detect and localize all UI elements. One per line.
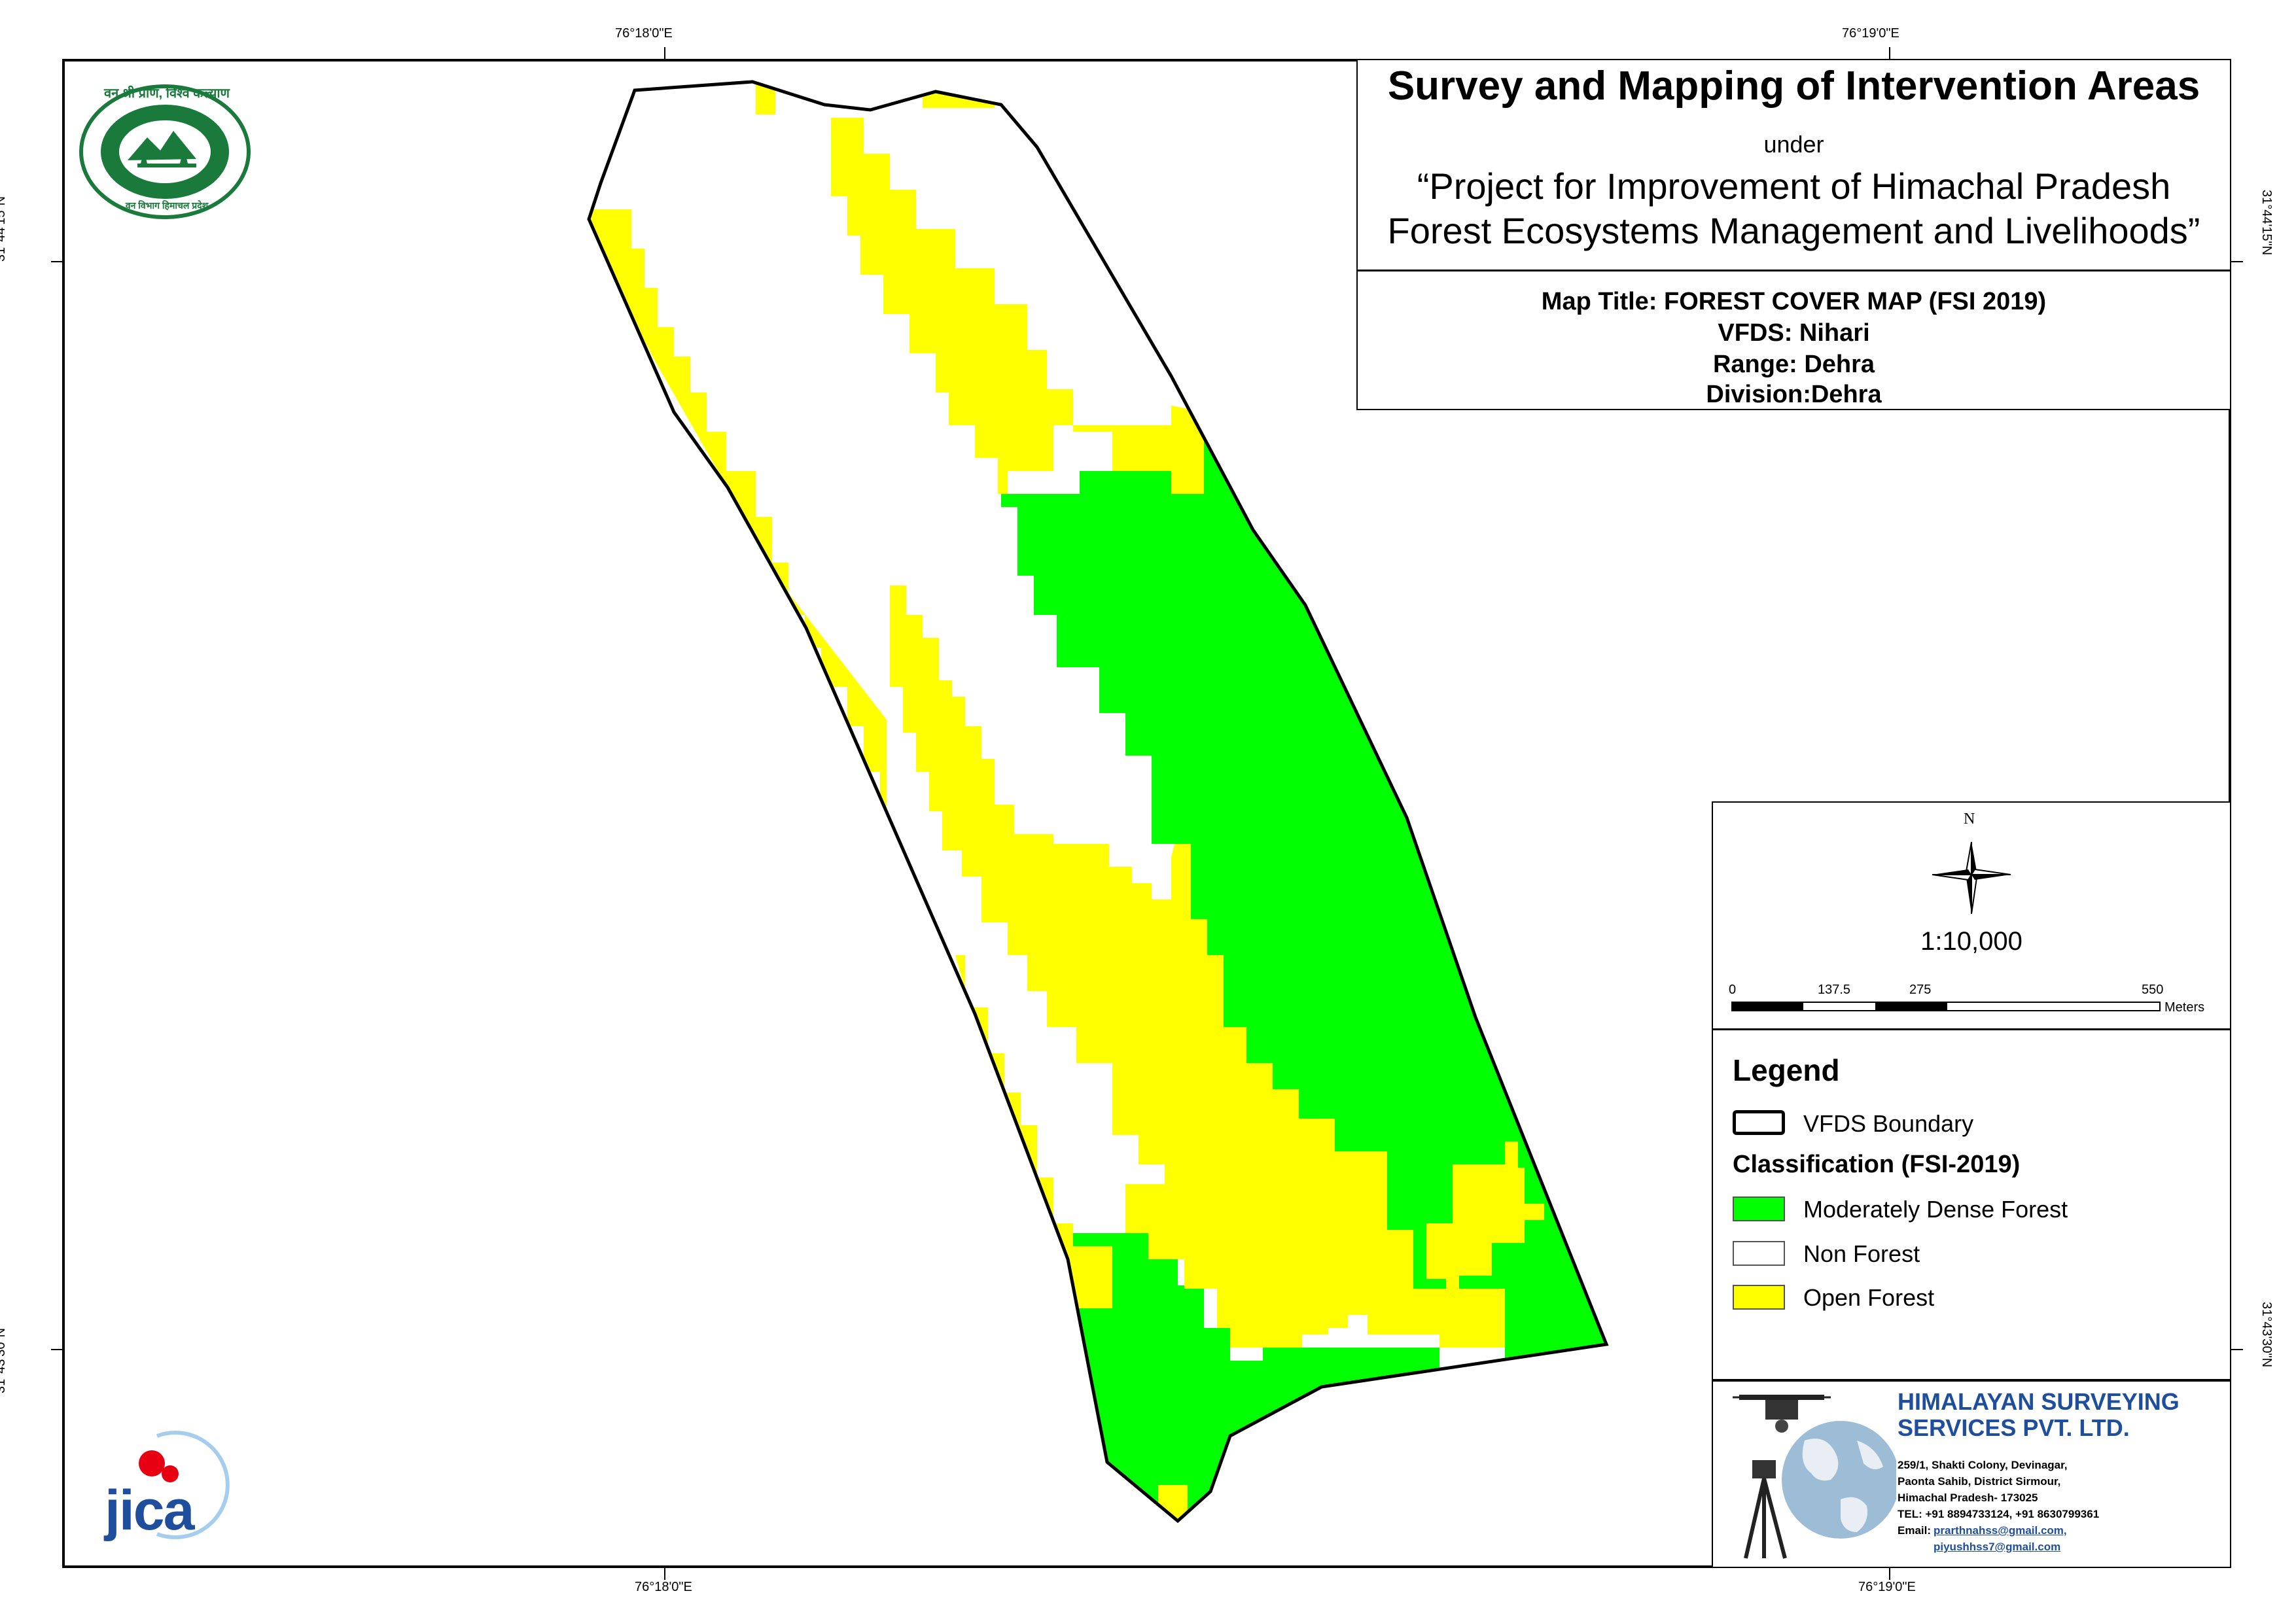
open-forest-east-patch: [1426, 1142, 1544, 1312]
open-forest-central-south: [1152, 1125, 1171, 1164]
title-divider: [1358, 270, 2230, 271]
open-forest-north-belt: [831, 118, 1204, 494]
company-name-line2: SERVICES PVT. LTD.: [1898, 1414, 2130, 1441]
company-name-line1: HIMALAYAN SURVEYING: [1898, 1388, 2180, 1415]
legend-swatch-non-forest: [1733, 1241, 1785, 1266]
scale-bar: [1731, 1002, 2161, 1011]
legend-label-moderately-dense: Moderately Dense Forest: [1803, 1196, 2068, 1223]
company-email-2[interactable]: piyushhss7@gmail.com: [1934, 1541, 2061, 1553]
division-name: Division:Dehra: [1706, 381, 1882, 408]
lon-label-top-left: 76°18'0"E: [615, 26, 673, 41]
legend-label-open-forest: Open Forest: [1803, 1284, 1935, 1311]
vfds-name: VFDS: Nihari: [1718, 319, 1870, 347]
jica-wordmark: JICA: [105, 1479, 194, 1542]
vfds-boundary-outline: [587, 80, 1609, 1524]
north-arrow-icon: [1932, 841, 2011, 915]
company-address-line3: Himachal Pradesh- 173025: [1898, 1492, 2038, 1504]
open-forest-east-edge-north: [1171, 412, 1204, 494]
surveying-illustration-icon: [1733, 1395, 1896, 1559]
map-title: Map Title: FOREST COVER MAP (FSI 2019): [1541, 288, 2047, 315]
company-email-1[interactable]: prarthnahss@gmail.com,: [1934, 1524, 2067, 1537]
moderately-dense-forest-area: [1001, 412, 1606, 1374]
forest-logo-text-bottom: वन विभाग हिमाचल प्रदेश: [125, 200, 209, 211]
company-address-line1: 259/1, Shakti Colony, Devinagar,: [1898, 1459, 2068, 1471]
legend-title: Legend: [1733, 1053, 1840, 1087]
scale-ratio: 1:10,000: [1920, 927, 2022, 956]
lon-label-top-right: 76°19'0"E: [1842, 26, 1899, 41]
company-email-label: Email:: [1898, 1524, 1932, 1537]
title-block: Survey and Mapping of Intervention Areas…: [1356, 59, 2231, 410]
range-name: Range: Dehra: [1712, 351, 1875, 378]
company-panel: HIMALAYAN SURVEYING SERVICES PVT. LTD. 2…: [1712, 1380, 2231, 1568]
scale-tick-0: 0: [1729, 983, 1737, 997]
north-label: N: [1964, 811, 1975, 828]
scale-tick-137: 137.5: [1818, 983, 1851, 997]
forest-logo-text-top: वन श्री प्राण, विश्व कल्याण: [103, 86, 230, 101]
company-address-line2: Paonta Sahib, District Sirmour,: [1898, 1475, 2061, 1488]
open-forest-west-edge-south: [955, 955, 1112, 1308]
legend-divider: [1713, 1028, 2230, 1030]
title-under: under: [1763, 131, 1824, 158]
company-phone: TEL: +91 8894733124, +91 8630799361: [1898, 1508, 2100, 1520]
project-name-line2: Forest Ecosystems Management and Livelih…: [1387, 210, 2200, 251]
scale-unit: Meters: [2164, 1000, 2205, 1015]
legend-boundary-label: VFDS Boundary: [1803, 1110, 1974, 1137]
scale-tick-275: 275: [1909, 983, 1932, 997]
lon-label-bottom-right: 76°19'0"E: [1858, 1580, 1916, 1594]
legend-boundary-swatch: [1733, 1110, 1785, 1135]
legend-classification-title: Classification (FSI-2019): [1733, 1151, 2021, 1178]
open-forest-middle-belt: [890, 585, 1505, 1348]
legend-swatch-open-forest: [1733, 1285, 1785, 1310]
legend-label-non-forest: Non Forest: [1803, 1240, 1920, 1267]
jica-logo: JICA: [98, 1429, 242, 1544]
legend-panel: N 1:10,000 0 137.5 275 550 Meters Legend…: [1712, 801, 2231, 1380]
forest-department-logo: [75, 82, 255, 222]
project-name-line1: “Project for Improvement of Himachal Pra…: [1417, 166, 2171, 207]
scale-tick-550: 550: [2142, 983, 2164, 997]
title-heading: Survey and Mapping of Intervention Areas: [1387, 63, 2200, 109]
legend-swatch-moderately-dense: [1733, 1196, 1785, 1221]
lon-label-bottom-left: 76°18'0"E: [635, 1580, 692, 1594]
